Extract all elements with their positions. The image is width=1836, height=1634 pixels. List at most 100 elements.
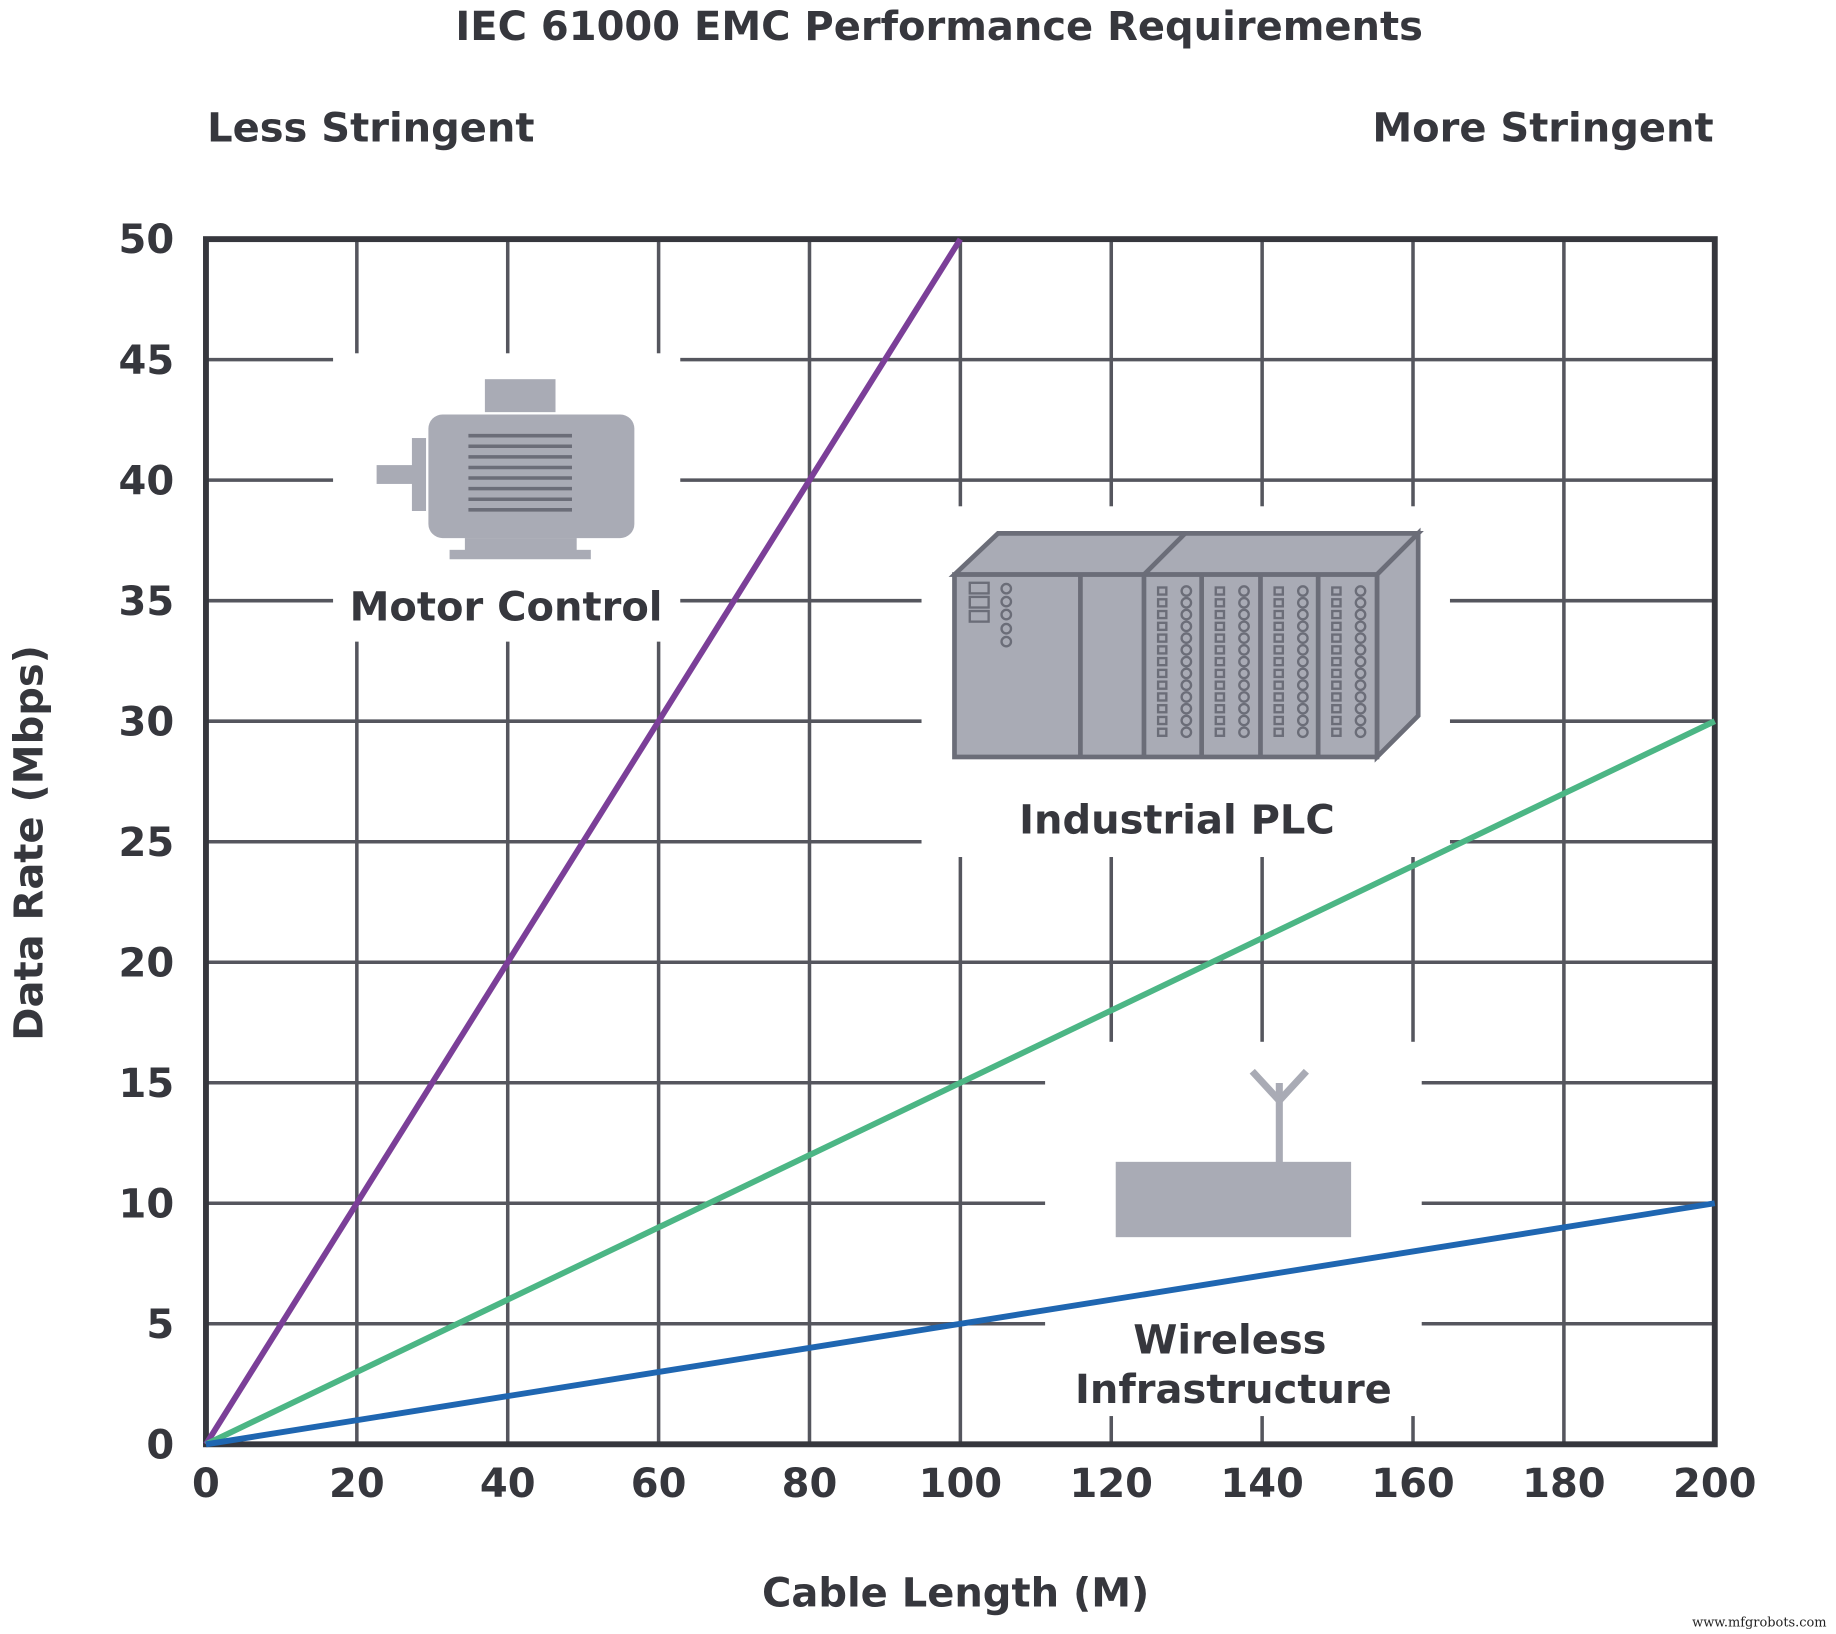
plc-led: [1156, 633, 1168, 643]
plc-terminal: [1180, 667, 1193, 680]
y-tick-label: 5: [146, 1302, 174, 1348]
plc-led: [1273, 621, 1285, 632]
x-tick-label: 60: [631, 1461, 687, 1507]
plc-led: [1331, 692, 1342, 702]
plc-terminal: [1354, 702, 1367, 715]
plc-terminal: [1296, 667, 1309, 680]
plc-terminal: [1180, 726, 1193, 739]
plc-terminal: [1180, 691, 1193, 703]
plc-terminal: [1238, 655, 1250, 668]
plc-terminal: [1238, 585, 1250, 597]
plc-terminal: [1238, 608, 1250, 621]
plc-led: [1214, 645, 1226, 655]
plc-led: [1214, 668, 1226, 679]
plc-terminal: [1238, 726, 1250, 739]
y-tick-label: 0: [146, 1422, 174, 1468]
plc-terminal: [1238, 643, 1250, 656]
plc-led: [1214, 692, 1226, 702]
plc-led: [1331, 609, 1342, 620]
plc-terminal: [1296, 608, 1309, 621]
y-tick-label: 25: [119, 820, 175, 866]
plc-terminal: [1180, 714, 1193, 727]
plc-led: [1331, 621, 1342, 632]
plc-slot: [968, 581, 990, 595]
plc-led: [1273, 598, 1285, 608]
plc-terminal: [1238, 596, 1250, 609]
plc-terminal: [1296, 643, 1309, 656]
plc-slot: [968, 595, 990, 609]
motor-control-label: Motor Control: [350, 584, 663, 630]
plc-terminal: [1238, 691, 1250, 703]
plc-terminal: [1354, 643, 1367, 656]
plc-terminal: [1354, 608, 1367, 621]
plc-terminal: [1180, 585, 1193, 597]
series-line: [205, 1200, 1716, 1448]
plc-led: [1214, 633, 1226, 643]
plc-led: [1273, 586, 1285, 596]
y-tick-label: 35: [119, 579, 175, 625]
x-tick-label: 100: [919, 1461, 1003, 1507]
plc-led: [1156, 645, 1168, 655]
plc-terminal: [1296, 702, 1309, 715]
plc-terminal: [1238, 702, 1250, 715]
y-axis-label: Data Rate (Mbps): [6, 645, 52, 1041]
plc-led: [1156, 727, 1168, 737]
plc-terminal: [1180, 643, 1193, 656]
plc-led: [1214, 656, 1226, 667]
plc-led: [1156, 609, 1168, 620]
plc-terminal: [1354, 655, 1367, 668]
plc-terminal: [1238, 632, 1250, 644]
plc-terminal: [1180, 632, 1193, 644]
plc-terminal: [1000, 595, 1013, 608]
x-tick-label: 80: [782, 1461, 838, 1507]
plc-terminal: [1238, 620, 1250, 633]
plc-led: [1273, 715, 1285, 726]
plc-terminal: [1000, 635, 1013, 648]
plc-terminal: [1296, 726, 1309, 739]
series: [203, 237, 1717, 1448]
series-line: [203, 237, 963, 1446]
plc-terminal: [1000, 582, 1013, 595]
y-tick-label: 20: [119, 940, 175, 986]
plc-icon: [948, 527, 1424, 763]
plc-terminal: [1354, 632, 1367, 644]
plc-led: [1156, 621, 1168, 632]
y-tick-label: 40: [119, 458, 175, 504]
plc-terminal: [1180, 655, 1193, 668]
x-tick-label: 120: [1070, 1461, 1154, 1507]
plc-led: [1156, 668, 1168, 679]
plc-led: [1273, 609, 1285, 620]
plc-terminal: [1296, 632, 1309, 644]
plc-led: [1156, 704, 1168, 714]
plc-led: [1331, 598, 1342, 608]
plc-terminal: [1000, 608, 1013, 621]
plc-terminal: [1180, 679, 1193, 692]
plc-terminal: [1296, 655, 1309, 668]
plc-terminal: [1238, 714, 1250, 727]
plc-led: [1156, 680, 1168, 690]
more-stringent-label: More Stringent: [1372, 105, 1713, 151]
plc-led: [1331, 656, 1342, 667]
plc-led: [1156, 715, 1168, 726]
plc-led: [1214, 598, 1226, 608]
tick-labels: 0 20 40 60 80 100 120 140 160 180 200 0 5 10 15 20 25 30 3…: [119, 217, 1757, 1507]
plc-terminal: [1180, 608, 1193, 621]
y-tick-label: 50: [119, 217, 175, 263]
plc-terminal: [1354, 714, 1367, 727]
plc-terminal: [1354, 679, 1367, 692]
less-stringent-label: Less Stringent: [207, 105, 534, 151]
plc-terminal: [1354, 726, 1367, 739]
plc-led: [1214, 680, 1226, 690]
x-tick-label: 20: [329, 1461, 385, 1507]
watermark: www.mfgrobots.com: [1692, 1616, 1826, 1631]
plc-led: [1273, 656, 1285, 667]
plc-terminal: [1296, 691, 1309, 703]
plc-led: [1331, 727, 1342, 737]
plc-slot: [968, 609, 990, 623]
chart-title: IEC 61000 EMC Performance Requirements: [455, 4, 1423, 50]
wireless-label-line2: Infrastructure: [1075, 1367, 1392, 1413]
plc-led: [1273, 680, 1285, 690]
plc-terminal: [1354, 620, 1367, 633]
x-tick-label: 0: [192, 1461, 220, 1507]
